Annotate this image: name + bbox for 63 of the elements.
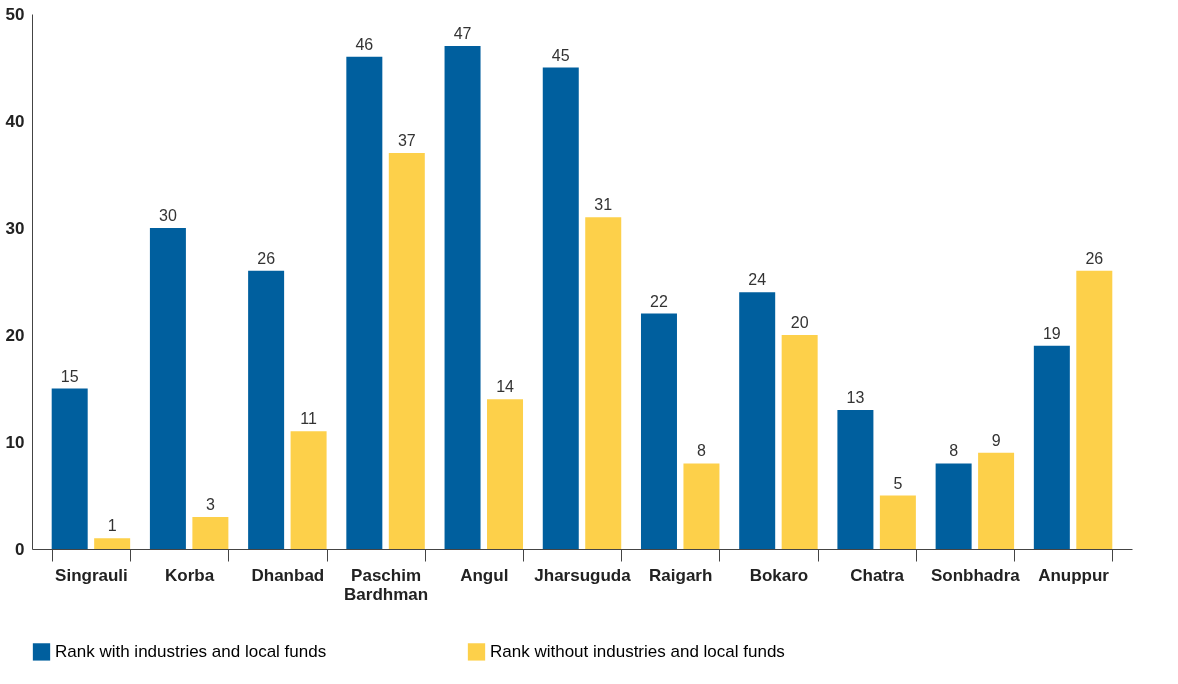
data-label: 26 [257,249,276,267]
data-label: 37 [397,132,416,150]
data-label: 3 [205,495,215,513]
data-label: 1 [107,517,117,535]
x-tick-label: Bokaro [749,565,809,585]
bar [739,292,776,549]
data-label: 13 [846,388,865,406]
data-label: 15 [60,367,79,385]
data-label: 5 [893,474,903,492]
bar [585,217,622,549]
bar [444,46,481,549]
data-label: 11 [300,410,317,428]
x-tick-label: Anuppur [1038,565,1110,585]
x-tick-label: Raigarh [649,565,713,585]
bar [1033,345,1070,549]
data-label: 31 [594,196,613,214]
bar [879,495,916,549]
bar [149,228,186,549]
y-tick-label: 20 [5,325,25,345]
data-label: 8 [697,442,706,460]
bar [346,56,383,549]
x-tick-label: Jharsuguda [534,565,632,585]
data-label: 30 [159,207,177,224]
data-label: 14 [496,378,515,396]
legend-label: Rank with industries and local funds [55,641,327,661]
x-tick-label: Sonbhadra [930,565,1021,585]
bar [388,153,425,549]
x-tick-label: Singrauli [55,565,128,585]
data-label: 20 [790,314,809,331]
x-tick-label: Chatra [850,565,905,585]
bar [935,463,972,549]
bar [640,313,677,549]
x-tick-label: Dhanbad [251,565,325,585]
data-label: 8 [949,442,959,460]
bar [51,388,88,549]
data-label: 45 [551,46,570,64]
bar [94,538,131,549]
data-label: 9 [991,431,1001,449]
data-label: 19 [1042,324,1061,342]
bar [781,335,818,549]
bar [978,452,1015,549]
bar [837,409,874,549]
data-label: 22 [650,292,668,310]
data-label: 24 [748,271,767,289]
legend-label: Rank without industries and local funds [490,641,785,661]
bar [683,463,720,549]
x-tick-label: Angul [460,565,509,585]
y-tick-label: 40 [5,111,25,131]
data-label: 46 [355,35,374,53]
y-tick-label: 10 [5,432,25,452]
bar [542,67,579,549]
bar [290,431,327,549]
y-tick-label: 50 [5,4,25,24]
y-tick-label: 30 [5,218,25,238]
x-tick-label: Paschim Bardhman [344,565,429,604]
data-label: 47 [453,25,472,43]
bar [192,516,229,549]
bar [487,399,524,549]
x-tick-label: Korba [165,565,215,585]
bar [1076,270,1113,549]
y-tick-label: 0 [15,539,25,559]
bar [248,270,285,549]
data-label: 26 [1085,249,1104,267]
